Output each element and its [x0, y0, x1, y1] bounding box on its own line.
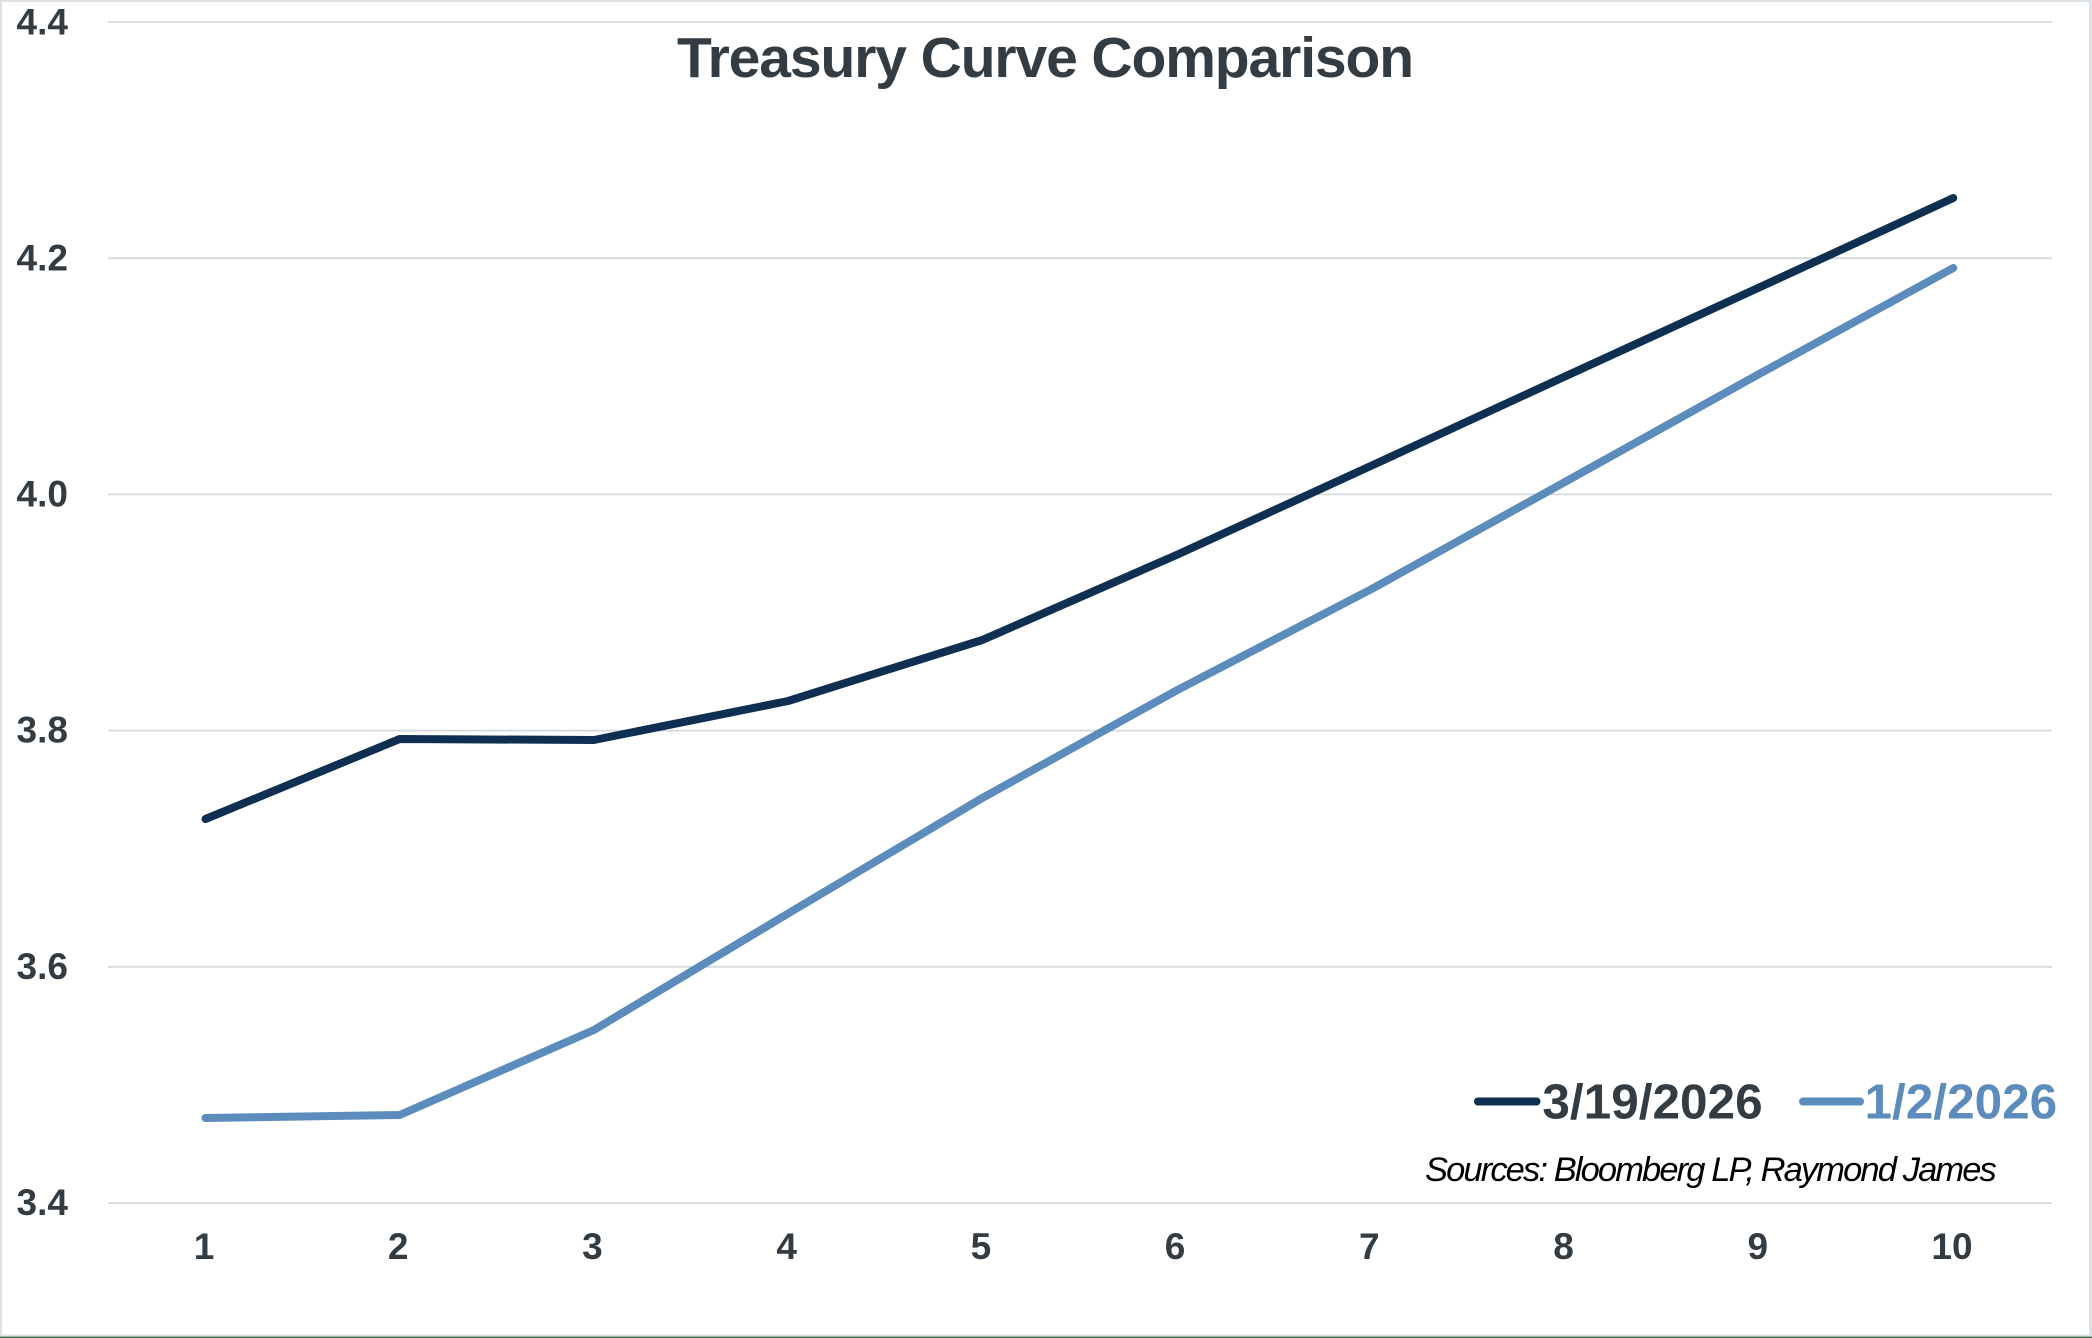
svg-text:7: 7 [1359, 1226, 1380, 1267]
svg-text:8: 8 [1553, 1226, 1574, 1267]
svg-text:2: 2 [388, 1226, 409, 1267]
svg-text:9: 9 [1748, 1226, 1769, 1267]
svg-text:3/19/2026: 3/19/2026 [1542, 1074, 1762, 1129]
svg-text:3.6: 3.6 [17, 946, 68, 987]
svg-text:Treasury Curve Comparison: Treasury Curve Comparison [677, 26, 1413, 90]
svg-text:6: 6 [1165, 1226, 1186, 1267]
svg-text:3.4: 3.4 [17, 1182, 69, 1223]
svg-text:4.2: 4.2 [17, 238, 68, 279]
svg-text:4.4: 4.4 [17, 2, 69, 43]
svg-text:5: 5 [971, 1226, 992, 1267]
svg-text:3: 3 [582, 1226, 603, 1267]
svg-text:Sources: Bloomberg LP, Raymond: Sources: Bloomberg LP, Raymond James [1425, 1151, 1997, 1189]
svg-text:4.0: 4.0 [17, 474, 68, 515]
svg-text:3.8: 3.8 [17, 710, 68, 751]
svg-text:1/2/2026: 1/2/2026 [1865, 1074, 2058, 1129]
svg-text:1: 1 [194, 1226, 215, 1267]
svg-text:10: 10 [1931, 1226, 1972, 1267]
svg-text:4: 4 [776, 1226, 797, 1267]
